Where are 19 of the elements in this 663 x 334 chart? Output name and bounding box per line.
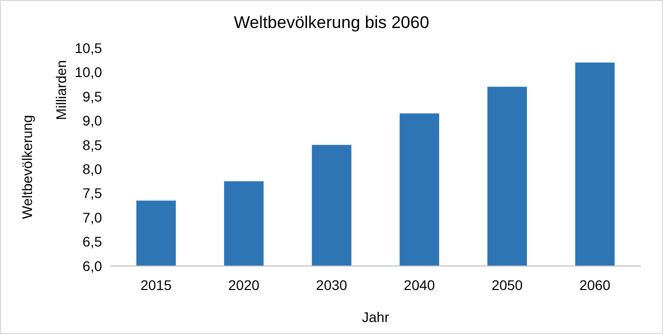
y-tick-label: 10,5 bbox=[74, 40, 102, 56]
chart-title: Weltbevölkerung bis 2060 bbox=[234, 13, 430, 32]
y-tick-label: 10,0 bbox=[74, 64, 102, 80]
y-tick-label: 9,0 bbox=[82, 112, 102, 129]
x-tick-label: 2050 bbox=[492, 277, 523, 293]
x-tick-label: 2015 bbox=[140, 277, 172, 293]
y-tick-label: 6,5 bbox=[82, 234, 102, 250]
text: Weltbevölkerung Milliarden bbox=[19, 60, 69, 220]
x-tick-label: 2030 bbox=[316, 277, 348, 293]
y-tick-label: 6,0 bbox=[82, 258, 102, 274]
x-tick-label: 2020 bbox=[228, 277, 260, 293]
y-tick-label: 7,5 bbox=[82, 185, 102, 202]
y-tick-label: 7,0 bbox=[82, 209, 102, 226]
x-axis-title: Jahr bbox=[362, 309, 390, 325]
y-tick-label: 9,5 bbox=[82, 88, 102, 104]
x-tick-label: 2060 bbox=[579, 277, 611, 293]
x-tick-label: 2040 bbox=[404, 277, 436, 293]
y-tick-label: 8,5 bbox=[82, 136, 102, 153]
y-tick-label: 8,0 bbox=[82, 161, 102, 178]
